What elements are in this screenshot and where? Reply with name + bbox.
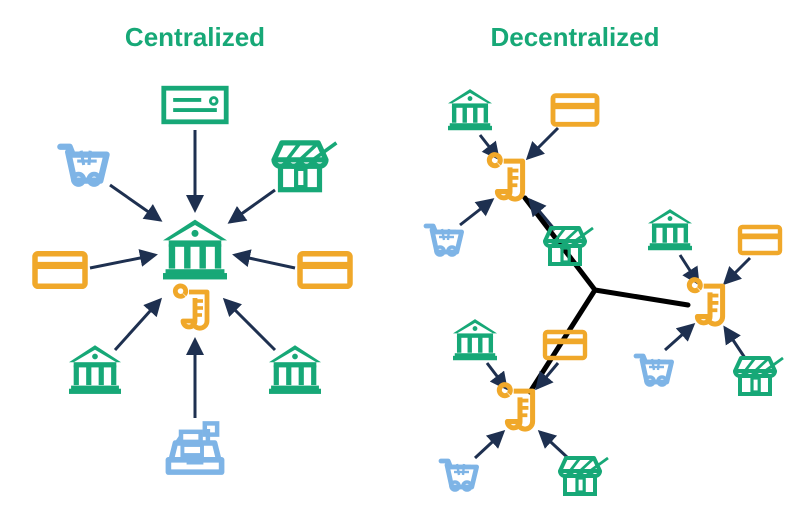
register-icon [168,423,221,472]
bank-icon [453,319,497,360]
card-icon [300,254,350,287]
cheque-icon [164,88,226,122]
scroll-icon [499,385,532,429]
diagram-canvas [0,0,790,526]
card-icon [35,254,85,287]
cart-icon [636,356,672,385]
store-icon [735,358,783,394]
cart-icon [60,147,106,185]
scroll-icon [689,280,722,324]
bank-icon [269,345,321,394]
card-icon [740,227,780,253]
cart-icon [426,226,462,255]
bank-icon [69,345,121,394]
title-centralized: Centralized [95,22,295,53]
bank-icon [163,220,227,280]
title-decentralized: Decentralized [455,22,695,53]
cart-icon [441,461,477,490]
bank-icon [648,209,692,250]
scroll-icon [489,155,522,199]
store-icon [560,458,608,494]
card-icon [553,96,597,125]
scroll-icon [175,286,207,328]
bank-icon [448,89,492,130]
store-icon [274,143,336,190]
